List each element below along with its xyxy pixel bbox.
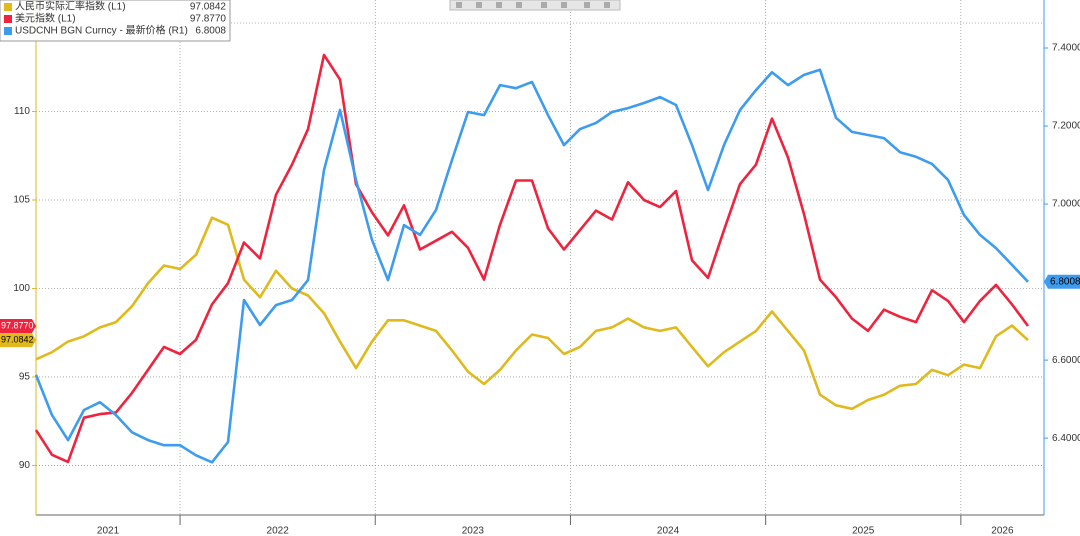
value-flag [1044,274,1080,289]
legend: 人民币实际汇率指数 (L1) 97.0842 美元指数 (L1) 97.8770USD… [0,0,231,42]
y2-tick-label: 7.2000 [1052,121,1080,132]
x-tick-label: 2022 [267,526,290,536]
toolbar-icon[interactable] [476,2,482,8]
legend-box [0,0,231,42]
y-tick-label: 105 [13,195,30,206]
x-tick-label: 2026 [991,526,1014,536]
legend-label: USDCNH BGN Curncy - 最新价格 (R1) [15,24,188,37]
legend-value: 97.0842 [190,2,227,13]
toolbar-icon[interactable] [584,2,590,8]
x-tick-label: 2025 [852,526,875,536]
y2-tick-label: 6.6000 [1052,355,1080,366]
legend-value: 6.8008 [195,26,226,37]
y-tick-label: 95 [19,372,31,383]
legend-label: 人民币实际汇率指数 (L1) [15,0,126,13]
series-line [34,53,1030,464]
toolbar [449,0,621,11]
x-tick-label: 2021 [97,526,120,536]
toolbar-icon[interactable] [541,2,547,8]
value-flag [0,333,36,348]
toolbar-icon[interactable] [561,2,567,8]
value-flag [0,319,36,334]
toolbar-bar [449,0,621,11]
y-tick-label: 90 [19,460,31,471]
value-flag-label: 6.8008 [1050,276,1080,287]
toolbar-icon[interactable] [516,2,522,8]
y2-tick-label: 7.0000 [1052,199,1080,210]
series-line [34,68,1029,464]
legend-swatch [4,15,12,23]
toolbar-icon[interactable] [496,2,502,8]
y2-tick-label: 6.4000 [1052,433,1080,444]
toolbar-icon[interactable] [604,2,610,8]
legend-label: 美元指数 (L1) [15,12,76,25]
x-tick-label: 2023 [462,526,485,536]
legend-swatch [4,3,12,11]
x-tick-label: 2024 [657,526,680,536]
y-tick-label: 110 [14,106,30,117]
legend-swatch [4,27,12,35]
toolbar-icon[interactable] [456,2,462,8]
legend-value: 97.8770 [190,14,227,25]
series-line [35,216,1029,411]
value-flag-label: 97.8770 [1,320,34,330]
y2-tick-label: 7.4000 [1052,43,1080,54]
y-tick-label: 100 [13,283,30,294]
value-flag-label: 97.0842 [1,334,34,344]
